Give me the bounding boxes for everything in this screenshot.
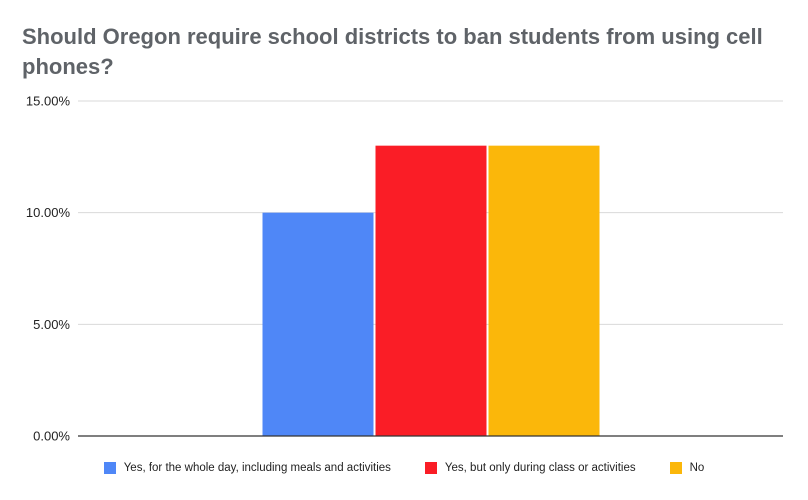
bar — [375, 145, 487, 436]
legend-swatch — [103, 462, 116, 474]
legend-swatch — [424, 462, 437, 474]
chart-title: Should Oregon require school districts t… — [22, 24, 763, 79]
legend-label: Yes, but only during class or activities — [444, 462, 636, 474]
y-tick-label: 10.00% — [26, 205, 71, 220]
bars — [262, 145, 600, 436]
bar — [262, 212, 374, 436]
legend: Yes, for the whole day, including meals … — [0, 458, 808, 478]
legend-label: Yes, for the whole day, including meals … — [123, 462, 391, 474]
y-axis-ticks: 0.00% 5.00% 10.00% 15.00% — [26, 94, 71, 444]
legend-item: No — [669, 462, 705, 474]
legend-item: Yes, for the whole day, including meals … — [103, 462, 391, 474]
y-tick-label: 15.00% — [26, 94, 71, 109]
y-tick-label: 0.00% — [33, 429, 70, 444]
y-tick-label: 5.00% — [33, 317, 70, 332]
bar — [488, 145, 600, 436]
legend-label: No — [689, 462, 705, 474]
legend-swatch — [669, 462, 682, 474]
legend-item: Yes, but only during class or activities — [424, 462, 636, 474]
